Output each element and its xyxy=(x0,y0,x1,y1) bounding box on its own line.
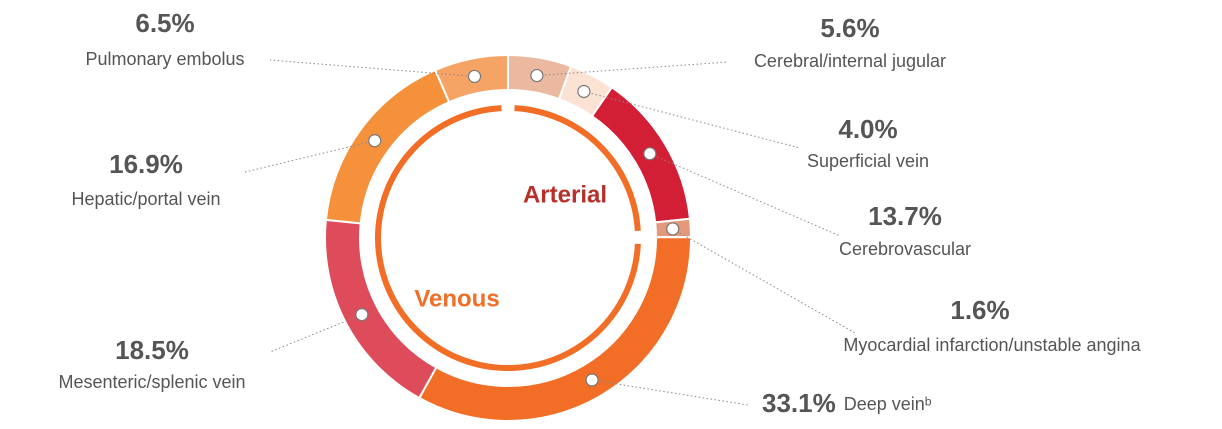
group-label: Arterial xyxy=(523,181,607,208)
value-label: 16.9% xyxy=(109,149,183,179)
value-label: 13.7% xyxy=(868,201,942,231)
marker-dot xyxy=(368,134,382,148)
marker-dot xyxy=(577,84,591,99)
leader-line xyxy=(672,228,856,334)
value-label: 6.5% xyxy=(135,8,194,38)
category-label: Cerebral/internal jugular xyxy=(754,51,946,71)
category-label: Mesenteric/splenic vein xyxy=(58,372,245,392)
category-label: Deep veinᵇ xyxy=(844,394,932,414)
leader-line xyxy=(649,153,841,237)
leader-line xyxy=(269,314,363,353)
donut-segment xyxy=(417,236,692,422)
category-label: Hepatic/portal vein xyxy=(71,189,220,209)
category-label: Cerebrovascular xyxy=(839,239,971,259)
value-label: 18.5% xyxy=(115,335,189,365)
group-label: Venous xyxy=(414,285,499,312)
value-label: 4.0% xyxy=(838,114,897,144)
value-label: 1.6% xyxy=(950,295,1009,325)
group-arc xyxy=(514,105,641,232)
donut-segment xyxy=(324,68,451,225)
marker-dot xyxy=(355,307,369,322)
value-label-text: 33.1% xyxy=(762,388,836,418)
category-label: Superficial vein xyxy=(807,151,929,171)
marker-dot xyxy=(585,373,599,387)
category-label: Pulmonary embolus xyxy=(85,49,244,69)
leader-line xyxy=(583,91,801,149)
marker-dot xyxy=(467,69,482,84)
marker-dot xyxy=(666,222,680,236)
category-label: Myocardial infarction/unstable angina xyxy=(843,335,1141,355)
value-label: 5.6% xyxy=(820,13,879,43)
value-label: 33.1% Deep veinᵇ xyxy=(762,388,932,418)
marker-dot xyxy=(643,147,657,161)
marker-dot xyxy=(530,68,544,83)
